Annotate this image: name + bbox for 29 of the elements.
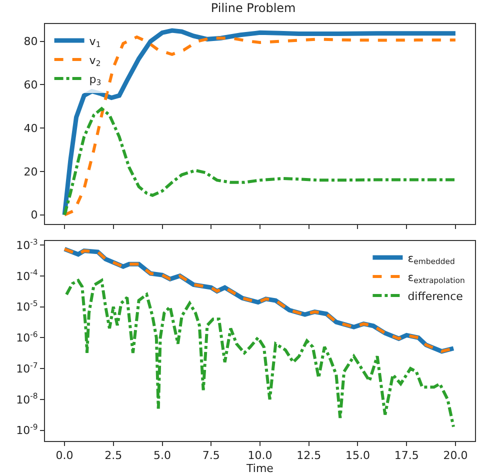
x-tick-label: 0.0: [56, 449, 74, 462]
legend-label: v$_{2}$: [89, 54, 101, 68]
y-tick-label: 10$^{-8}$: [16, 392, 38, 406]
y-tick-label: 10$^{-7}$: [16, 360, 38, 376]
x-axis-title: Time: [246, 462, 274, 475]
legend-label: v$_{1}$: [89, 34, 101, 50]
x-tick-label: 2.5: [104, 449, 122, 462]
y-tick-label: 20: [24, 165, 38, 178]
y-tick-label: 80: [24, 35, 38, 48]
y-tick-label: 10$^{-6}$: [16, 330, 38, 345]
y-tick-label: 10$^{-5}$: [16, 299, 38, 314]
y-tick-label: 10$^{-3}$: [16, 237, 38, 252]
chart-title: Piline Problem: [210, 0, 296, 15]
x-tick-label: 10.0: [248, 449, 272, 462]
y-tick-label: 60: [24, 78, 38, 92]
legend-label: ε$_{extrapolation}$: [408, 270, 465, 286]
y-tick-label: 40: [24, 122, 38, 135]
y-tick-label: 10$^{-9}$: [16, 422, 38, 438]
legend-label: ε$_{embedded}$: [408, 252, 455, 266]
x-tick-label: 15.0: [345, 449, 370, 462]
y-tick-label: 0: [30, 208, 38, 222]
x-tick-label: 20.0: [443, 449, 468, 462]
x-tick-label: 7.5: [202, 449, 220, 462]
legend-label: difference: [408, 290, 464, 303]
x-tick-label: 12.5: [296, 449, 322, 462]
legend-label: p$_{3}$: [89, 72, 102, 88]
y-tick-label: 10$^{-4}$: [16, 268, 38, 283]
x-tick-label: 5.0: [154, 449, 172, 462]
x-tick-label: 17.5: [394, 449, 419, 462]
